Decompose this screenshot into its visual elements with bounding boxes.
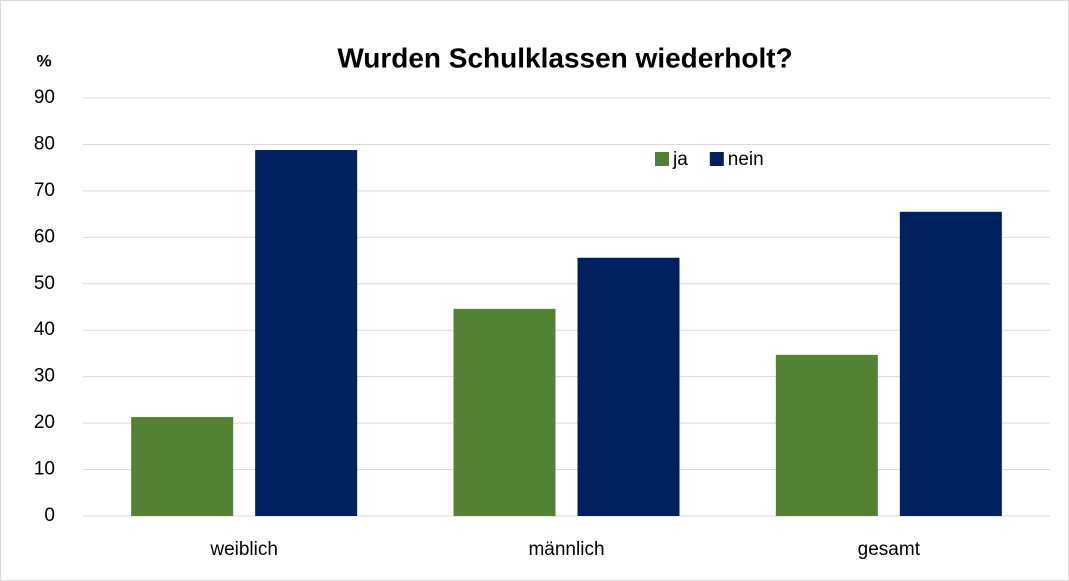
legend-label: ja — [672, 149, 688, 170]
x-tick-label: weiblich — [209, 539, 278, 560]
legend-swatch — [709, 152, 724, 166]
bar — [899, 211, 1002, 517]
y-tick-label: 30 — [34, 366, 55, 387]
y-tick-label: 70 — [34, 180, 55, 201]
y-axis-label: % — [36, 51, 51, 70]
y-tick-label: 60 — [34, 226, 55, 247]
bar — [775, 354, 878, 516]
bar — [453, 308, 556, 516]
bar — [131, 417, 234, 516]
bar — [577, 257, 680, 516]
y-tick-label: 50 — [34, 273, 55, 294]
y-tick-label: 20 — [34, 412, 55, 433]
legend-swatch — [655, 152, 669, 166]
legend-label: nein — [728, 149, 764, 170]
y-tick-label: 40 — [34, 319, 55, 340]
chart-title: Wurden Schulklassen wiederholt? — [337, 42, 792, 73]
y-tick-label: 0 — [44, 505, 55, 526]
bar — [255, 150, 358, 517]
x-tick-label: männlich — [528, 539, 604, 560]
y-tick-label: 10 — [34, 459, 55, 480]
y-tick-label: 80 — [34, 133, 55, 154]
x-tick-label: gesamt — [858, 539, 921, 560]
y-tick-label: 90 — [34, 87, 55, 108]
